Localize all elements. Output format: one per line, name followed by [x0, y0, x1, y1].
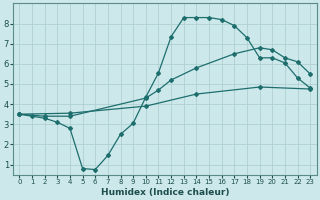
X-axis label: Humidex (Indice chaleur): Humidex (Indice chaleur)	[100, 188, 229, 197]
